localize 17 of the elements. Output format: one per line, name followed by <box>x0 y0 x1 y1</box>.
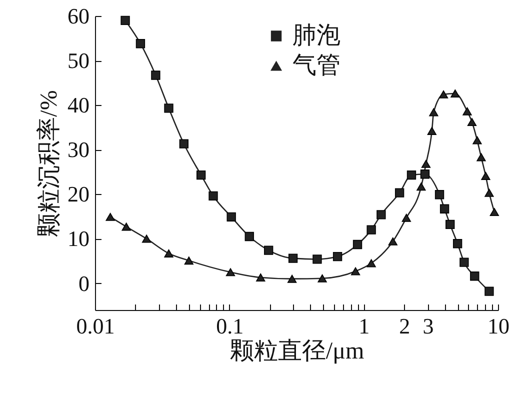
x-tick-label: 1 <box>358 314 370 338</box>
y-tick-label: 30 <box>68 137 90 162</box>
x-tick-label: 10 <box>488 314 510 338</box>
y-tick-label: 60 <box>68 4 90 28</box>
legend-label: 气管 <box>292 53 340 79</box>
x-axis-title: 颗粒直径/μm <box>230 338 364 364</box>
y-tick-label: 10 <box>68 226 90 252</box>
y-tick-label: 50 <box>68 48 90 74</box>
x-tick-label: 0.01 <box>76 314 115 338</box>
x-tick-label: 3 <box>422 314 434 338</box>
y-tick-label: 20 <box>68 182 90 207</box>
x-tick-label: 2 <box>399 314 410 338</box>
x-tick-label: 0.1 <box>216 314 244 338</box>
y-tick-label: 0 <box>78 270 90 296</box>
y-axis-title: 颗粒沉积率/% <box>36 90 62 237</box>
y-tick-label: 40 <box>68 92 90 118</box>
legend-label: 肺泡 <box>292 23 340 49</box>
